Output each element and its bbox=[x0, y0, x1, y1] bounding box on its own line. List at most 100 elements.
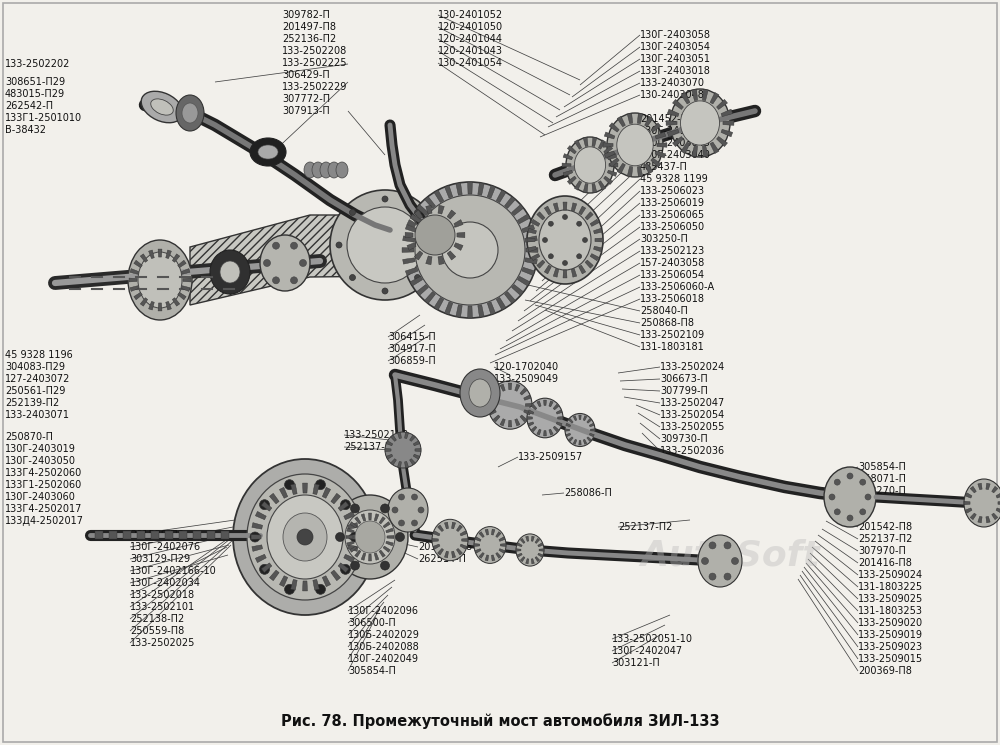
Text: 45 9328 1199: 45 9328 1199 bbox=[640, 174, 708, 184]
Ellipse shape bbox=[824, 467, 876, 527]
Polygon shape bbox=[692, 145, 698, 156]
Polygon shape bbox=[452, 551, 456, 558]
Bar bbox=[109, 531, 117, 539]
Polygon shape bbox=[252, 545, 263, 551]
Polygon shape bbox=[407, 220, 416, 227]
Ellipse shape bbox=[415, 274, 421, 281]
Polygon shape bbox=[349, 535, 359, 539]
Polygon shape bbox=[553, 268, 559, 277]
Polygon shape bbox=[479, 553, 484, 558]
Text: 133-2502120: 133-2502120 bbox=[344, 430, 409, 440]
Ellipse shape bbox=[258, 145, 278, 159]
Polygon shape bbox=[454, 220, 463, 227]
Polygon shape bbox=[383, 522, 390, 528]
Polygon shape bbox=[558, 416, 563, 419]
Polygon shape bbox=[590, 429, 595, 431]
Polygon shape bbox=[251, 535, 261, 539]
Text: 262514-П: 262514-П bbox=[418, 554, 466, 564]
Ellipse shape bbox=[415, 195, 525, 305]
Polygon shape bbox=[158, 303, 162, 311]
Text: 133-2502036: 133-2502036 bbox=[660, 446, 725, 456]
Text: 133-2509019: 133-2509019 bbox=[858, 630, 923, 640]
Polygon shape bbox=[166, 250, 171, 259]
Polygon shape bbox=[589, 434, 594, 437]
Polygon shape bbox=[717, 99, 728, 110]
Ellipse shape bbox=[829, 494, 835, 500]
Text: В-38432: В-38432 bbox=[5, 125, 46, 135]
Polygon shape bbox=[579, 206, 586, 215]
Ellipse shape bbox=[709, 542, 716, 549]
Ellipse shape bbox=[388, 488, 428, 532]
Polygon shape bbox=[579, 265, 586, 274]
Polygon shape bbox=[347, 528, 354, 533]
Ellipse shape bbox=[565, 413, 595, 446]
Text: AutoSoft: AutoSoft bbox=[640, 538, 820, 572]
Polygon shape bbox=[579, 415, 581, 419]
Polygon shape bbox=[566, 423, 571, 427]
Polygon shape bbox=[279, 576, 288, 586]
Text: 252137-П2: 252137-П2 bbox=[858, 534, 912, 544]
Text: 133-2509157: 133-2509157 bbox=[518, 452, 583, 462]
Polygon shape bbox=[374, 514, 379, 522]
Polygon shape bbox=[667, 130, 679, 137]
Polygon shape bbox=[617, 163, 625, 174]
Bar bbox=[95, 531, 103, 539]
Text: 250561-П29: 250561-П29 bbox=[5, 386, 65, 396]
Text: 133-2502225: 133-2502225 bbox=[282, 58, 348, 68]
Polygon shape bbox=[528, 422, 534, 426]
Polygon shape bbox=[528, 410, 534, 414]
Ellipse shape bbox=[315, 584, 325, 595]
Text: 303121-П: 303121-П bbox=[612, 658, 660, 668]
Ellipse shape bbox=[381, 561, 390, 570]
Bar bbox=[137, 531, 145, 539]
Polygon shape bbox=[478, 305, 484, 317]
Polygon shape bbox=[460, 530, 467, 536]
Polygon shape bbox=[563, 153, 573, 159]
Text: 133-2502208: 133-2502208 bbox=[282, 46, 347, 56]
Polygon shape bbox=[535, 557, 540, 562]
Text: 133-2403071: 133-2403071 bbox=[5, 410, 70, 420]
Ellipse shape bbox=[418, 507, 424, 513]
Polygon shape bbox=[538, 543, 543, 547]
Polygon shape bbox=[504, 197, 516, 209]
Ellipse shape bbox=[250, 532, 260, 542]
Polygon shape bbox=[444, 522, 448, 529]
Polygon shape bbox=[986, 516, 990, 523]
Ellipse shape bbox=[128, 240, 192, 320]
Polygon shape bbox=[651, 158, 661, 167]
Text: 130-2403048: 130-2403048 bbox=[640, 90, 705, 100]
Text: 200369-П8: 200369-П8 bbox=[858, 666, 912, 676]
Polygon shape bbox=[553, 426, 559, 431]
Polygon shape bbox=[456, 525, 462, 531]
Polygon shape bbox=[672, 136, 683, 147]
Ellipse shape bbox=[382, 288, 388, 294]
Text: 133-2509023: 133-2509023 bbox=[858, 642, 923, 652]
Text: 252137-П2: 252137-П2 bbox=[618, 522, 672, 532]
Ellipse shape bbox=[428, 242, 434, 248]
Polygon shape bbox=[512, 204, 524, 215]
Polygon shape bbox=[520, 415, 527, 422]
Ellipse shape bbox=[724, 573, 731, 580]
Ellipse shape bbox=[412, 494, 418, 500]
Polygon shape bbox=[424, 291, 436, 303]
Ellipse shape bbox=[385, 432, 421, 468]
Polygon shape bbox=[350, 522, 357, 528]
Polygon shape bbox=[445, 302, 453, 314]
Polygon shape bbox=[499, 537, 505, 542]
Polygon shape bbox=[721, 130, 733, 137]
Polygon shape bbox=[681, 92, 690, 104]
Polygon shape bbox=[158, 249, 162, 257]
Polygon shape bbox=[499, 548, 505, 554]
Polygon shape bbox=[403, 236, 415, 242]
Text: 252139-П2: 252139-П2 bbox=[5, 398, 59, 408]
Polygon shape bbox=[410, 459, 415, 465]
Polygon shape bbox=[583, 440, 587, 444]
Text: 133-2502229: 133-2502229 bbox=[282, 82, 347, 92]
Ellipse shape bbox=[562, 215, 568, 220]
Ellipse shape bbox=[865, 494, 871, 500]
Polygon shape bbox=[512, 285, 524, 296]
Polygon shape bbox=[571, 268, 577, 277]
Polygon shape bbox=[433, 530, 440, 536]
Polygon shape bbox=[525, 258, 537, 264]
Polygon shape bbox=[391, 459, 396, 465]
